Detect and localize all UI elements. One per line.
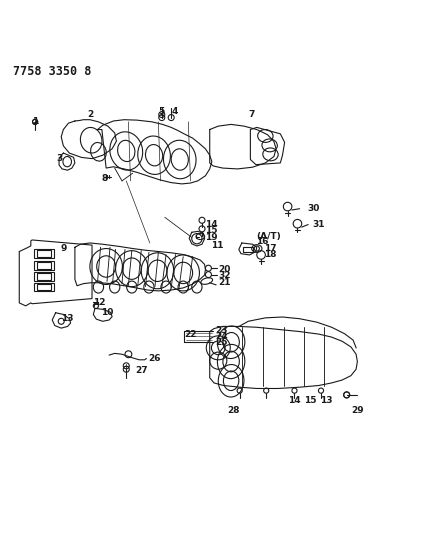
- Text: 8: 8: [101, 174, 108, 183]
- Text: 11: 11: [211, 241, 223, 251]
- Text: 27: 27: [136, 366, 148, 375]
- Text: 7: 7: [248, 110, 255, 119]
- Bar: [37, 250, 51, 257]
- Text: 24: 24: [215, 332, 228, 341]
- Text: 13: 13: [61, 314, 74, 323]
- Text: 14: 14: [205, 220, 217, 229]
- Bar: [37, 262, 51, 269]
- Text: 26: 26: [149, 354, 161, 363]
- Text: 9: 9: [61, 244, 67, 253]
- Text: 12: 12: [93, 298, 106, 308]
- Text: 18: 18: [265, 250, 277, 259]
- Text: 1: 1: [32, 117, 39, 126]
- Text: 16: 16: [256, 237, 268, 246]
- Text: 23: 23: [215, 326, 228, 335]
- Text: 19: 19: [205, 233, 217, 242]
- Text: 25: 25: [215, 338, 228, 347]
- Text: 29: 29: [351, 406, 363, 415]
- Text: 15: 15: [205, 227, 217, 236]
- Bar: [37, 273, 51, 280]
- Text: 28: 28: [227, 406, 239, 415]
- Bar: [34, 261, 54, 270]
- Bar: [37, 284, 51, 290]
- Text: 2: 2: [88, 110, 94, 119]
- Text: 31: 31: [312, 220, 325, 229]
- Text: 13: 13: [320, 395, 333, 405]
- Text: 4: 4: [171, 107, 178, 116]
- Text: 32: 32: [218, 271, 231, 280]
- Text: 10: 10: [101, 308, 114, 317]
- Text: 21: 21: [218, 278, 231, 287]
- Text: 17: 17: [265, 244, 277, 253]
- Bar: [243, 247, 253, 253]
- Text: 20: 20: [218, 265, 231, 274]
- Text: 30: 30: [307, 204, 320, 213]
- Text: 14: 14: [288, 395, 300, 405]
- Bar: [34, 283, 54, 292]
- Bar: [34, 249, 54, 259]
- Text: (A/T): (A/T): [256, 232, 281, 240]
- Text: 22: 22: [184, 329, 196, 338]
- Bar: [34, 272, 54, 281]
- Text: 3: 3: [56, 154, 63, 163]
- Text: 5: 5: [158, 107, 165, 116]
- Text: 15: 15: [304, 395, 316, 405]
- Text: 7758 3350 8: 7758 3350 8: [13, 66, 91, 78]
